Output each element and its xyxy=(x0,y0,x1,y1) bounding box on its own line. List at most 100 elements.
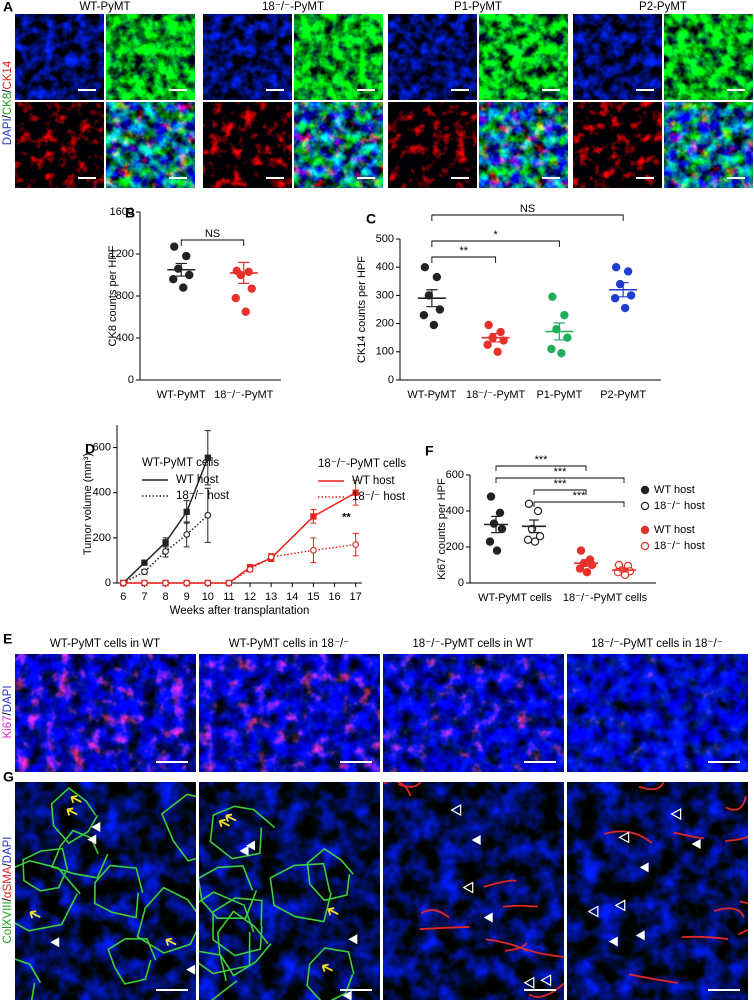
micrograph-texture xyxy=(106,102,195,188)
panel-letter: C xyxy=(366,211,376,227)
image-title: WT-PyMT xyxy=(79,1,130,13)
collagen-outline xyxy=(136,886,196,954)
data-point xyxy=(310,513,317,520)
data-point xyxy=(183,531,191,538)
legend-label: 18⁻/⁻ host xyxy=(654,540,705,552)
arrowhead xyxy=(239,845,249,856)
collagen-outline xyxy=(160,793,196,862)
data-point xyxy=(204,454,211,461)
stain-label-part: αSMA xyxy=(2,866,14,898)
error-bar xyxy=(491,515,501,534)
micrograph-texture xyxy=(199,654,380,772)
data-point xyxy=(183,579,191,587)
data-point xyxy=(244,267,253,277)
collagen-outline xyxy=(107,937,157,985)
arrow xyxy=(321,963,334,972)
significance-label: NS xyxy=(520,203,535,215)
data-point xyxy=(241,307,250,316)
significance-bracket xyxy=(431,256,497,263)
error-bar xyxy=(490,332,502,343)
stain-label-part: / xyxy=(2,863,14,867)
data-point xyxy=(626,291,636,300)
image-title: 18⁻/⁻-PyMT cells in 18⁻/⁻ xyxy=(591,638,722,650)
stain-label-part: CK14 xyxy=(2,60,14,89)
stain-label-part: CK8 xyxy=(2,93,14,115)
y-tick-label: 600 xyxy=(446,469,464,481)
sma-strand xyxy=(420,909,450,919)
arrow xyxy=(165,937,177,946)
data-point xyxy=(493,347,502,356)
collagen-outline xyxy=(15,958,42,1000)
stain-label-part: / xyxy=(2,89,14,93)
data-point xyxy=(204,511,212,519)
arrowhead xyxy=(587,905,599,918)
x-tick-label: 18⁻/⁻-PyMT xyxy=(466,389,526,401)
data-point xyxy=(435,305,445,314)
legend-title: 18⁻/⁻-PyMT cells xyxy=(318,458,406,470)
stain-label: DAPI/CK8/CK14 xyxy=(2,60,14,145)
y-axis-label: CK14 counts per HPF xyxy=(356,256,368,363)
y-tick-label: 0 xyxy=(388,374,394,386)
micrograph-texture xyxy=(15,14,104,100)
data-point xyxy=(495,508,505,517)
sma-strand xyxy=(638,782,665,791)
micrograph-texture xyxy=(479,102,568,188)
micrograph-texture xyxy=(203,102,292,188)
micrograph-texture xyxy=(383,654,564,772)
collagen-outline xyxy=(50,786,99,845)
data-point xyxy=(610,294,620,303)
x-tick-label: 12 xyxy=(244,591,256,603)
x-tick-label: P1-PyMT xyxy=(536,389,582,401)
vessel-overlay xyxy=(15,786,196,1000)
sma-strand xyxy=(725,835,748,842)
y-axis-label: CK8 counts per HPF xyxy=(107,245,119,346)
y-tick-label: 800 xyxy=(116,290,134,302)
data-point xyxy=(486,492,496,501)
data-point xyxy=(179,283,188,292)
arrow xyxy=(327,907,339,916)
collagen-outline xyxy=(209,805,276,860)
data-point xyxy=(183,508,190,516)
x-tick-label: 15 xyxy=(307,591,319,603)
micrograph-texture xyxy=(294,14,383,100)
data-point xyxy=(162,539,169,546)
sma-strand xyxy=(604,830,653,844)
significance-bracket xyxy=(495,465,587,471)
collagen-outline xyxy=(93,864,144,919)
legend-label: 18⁻/⁻ host xyxy=(352,491,406,503)
sma-strand xyxy=(738,928,748,936)
sma-strand xyxy=(483,879,517,888)
micrograph-texture xyxy=(567,782,748,1000)
sma-strand xyxy=(502,904,538,908)
x-tick-label: 9 xyxy=(184,591,190,603)
image-title: P2-PyMT xyxy=(639,1,687,13)
significance-label: *** xyxy=(535,454,549,466)
image-title: 18⁻/⁻-PyMT xyxy=(262,1,324,13)
arrowhead xyxy=(614,899,626,912)
x-tick-label: 18⁻/⁻-PyMT cells xyxy=(563,592,648,604)
collagen-outline xyxy=(269,862,332,923)
data-point xyxy=(119,579,127,587)
sma-strand xyxy=(419,925,470,931)
stain-label-part: / xyxy=(2,897,14,901)
data-point xyxy=(548,292,557,302)
significance-bracket xyxy=(495,477,625,483)
stain-label-part: / xyxy=(2,712,14,716)
data-point xyxy=(557,349,566,358)
image-title: WT-PyMT cells in WT xyxy=(50,638,160,650)
data-point xyxy=(246,566,254,573)
x-tick-label: 16 xyxy=(328,591,340,603)
data-point xyxy=(231,293,240,303)
data-point xyxy=(524,499,534,508)
data-point xyxy=(170,242,179,251)
arrowhead xyxy=(618,831,630,844)
legend-label: WT host xyxy=(352,475,395,487)
stain-label-part: DAPI xyxy=(2,685,14,712)
y-tick-label: 100 xyxy=(376,346,394,358)
arrowhead xyxy=(523,976,535,989)
data-point xyxy=(420,263,430,272)
arrowhead xyxy=(186,964,196,975)
significance-bracket xyxy=(533,501,625,507)
stain-label-part: / xyxy=(2,114,14,118)
data-point xyxy=(611,263,621,272)
